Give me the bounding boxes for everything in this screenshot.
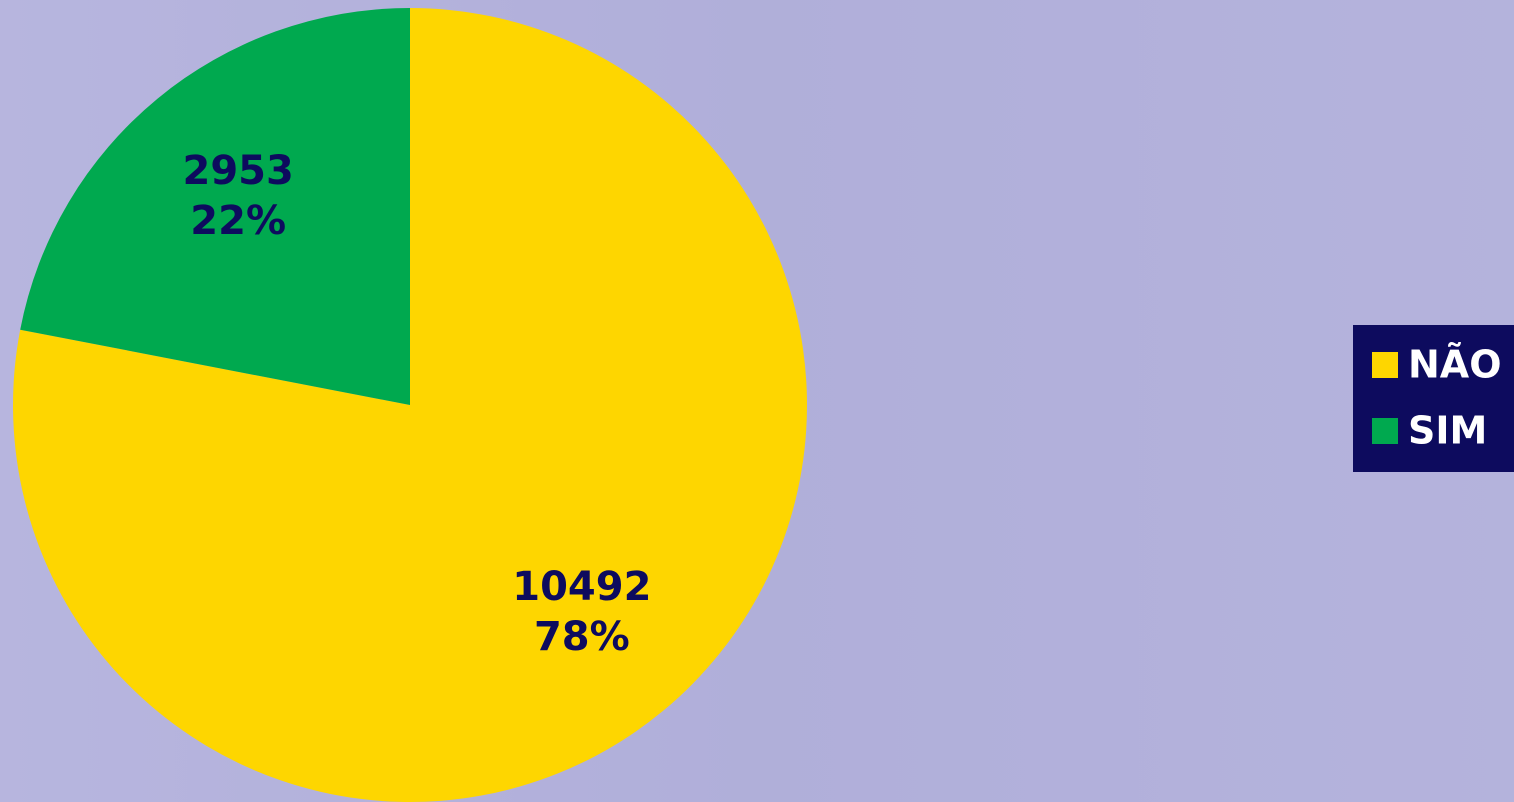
legend-swatch: [1372, 352, 1398, 378]
legend-label: SIM: [1408, 409, 1487, 453]
percent-label: 78%: [534, 614, 630, 660]
value-label: 10492: [512, 564, 651, 610]
percent-label: 22%: [190, 198, 286, 244]
page: 1049278%295322%NÃOSIM (() => { const dat…: [0, 0, 1514, 802]
legend-swatch: [1372, 418, 1398, 444]
legend-label: NÃO: [1408, 343, 1502, 387]
value-label: 2953: [182, 148, 293, 194]
chart: 1049278% 295322% NÃO SIM: [0, 0, 1514, 802]
